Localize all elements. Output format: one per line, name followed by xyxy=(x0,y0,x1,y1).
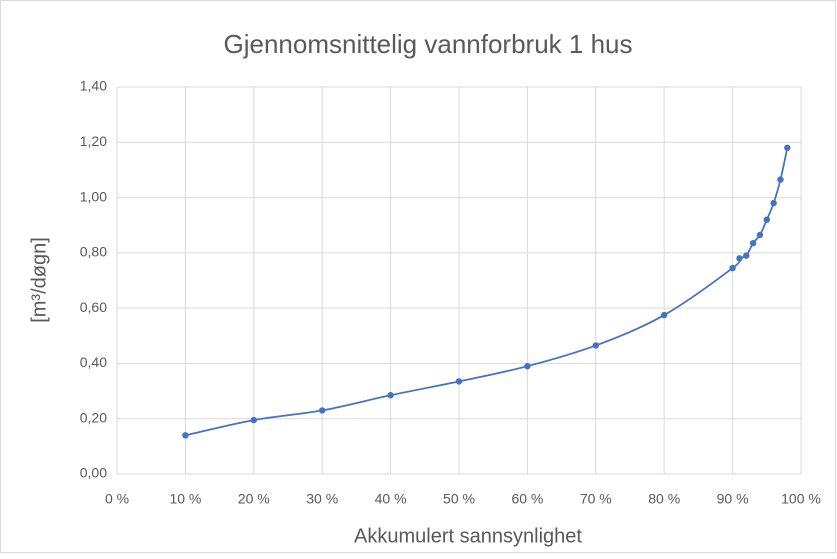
x-tick-label: 20 % xyxy=(238,491,270,507)
data-point xyxy=(743,252,750,259)
x-tick-label: 40 % xyxy=(375,491,407,507)
y-tick-label: 1,00 xyxy=(80,188,107,204)
data-point xyxy=(763,216,770,223)
data-point xyxy=(749,239,757,247)
data-point xyxy=(661,311,668,319)
data-point xyxy=(524,362,531,370)
x-tick-label: 80 % xyxy=(648,491,680,507)
x-axis-title: Akkumulert sannsynlighet xyxy=(354,525,582,547)
data-point xyxy=(319,407,326,414)
data-point xyxy=(182,432,189,439)
data-point xyxy=(455,378,463,385)
x-tick-label: 50 % xyxy=(443,491,475,507)
data-point xyxy=(756,231,764,239)
x-tick-label: 70 % xyxy=(580,491,612,507)
data-point xyxy=(770,199,777,207)
x-tick-label: 10 % xyxy=(169,491,201,507)
data-point xyxy=(387,392,394,399)
y-tick-label: 0,40 xyxy=(80,354,107,370)
data-point xyxy=(736,255,743,262)
x-tick-label: 100 % xyxy=(781,491,821,507)
x-tick-label: 60 % xyxy=(511,491,543,507)
chart-title: Gjennomsnittelig vannforbruk 1 hus xyxy=(223,29,632,59)
y-tick-label: 0,20 xyxy=(80,409,107,425)
y-tick-label: 0,00 xyxy=(80,465,107,481)
y-tick-label: 0,80 xyxy=(80,244,107,260)
y-tick-label: 1,20 xyxy=(80,133,107,149)
data-point xyxy=(777,176,784,183)
data-point xyxy=(250,416,257,424)
y-axis-title: [m³/døgn] xyxy=(28,237,50,323)
data-point xyxy=(784,144,791,152)
data-point xyxy=(729,264,736,272)
y-tick-label: 1,40 xyxy=(80,78,107,94)
y-tick-label: 0,60 xyxy=(80,299,107,315)
data-point xyxy=(592,342,599,349)
x-tick-label: 0 % xyxy=(105,491,129,507)
x-tick-label: 90 % xyxy=(717,491,749,507)
x-tick-label: 30 % xyxy=(306,491,338,507)
